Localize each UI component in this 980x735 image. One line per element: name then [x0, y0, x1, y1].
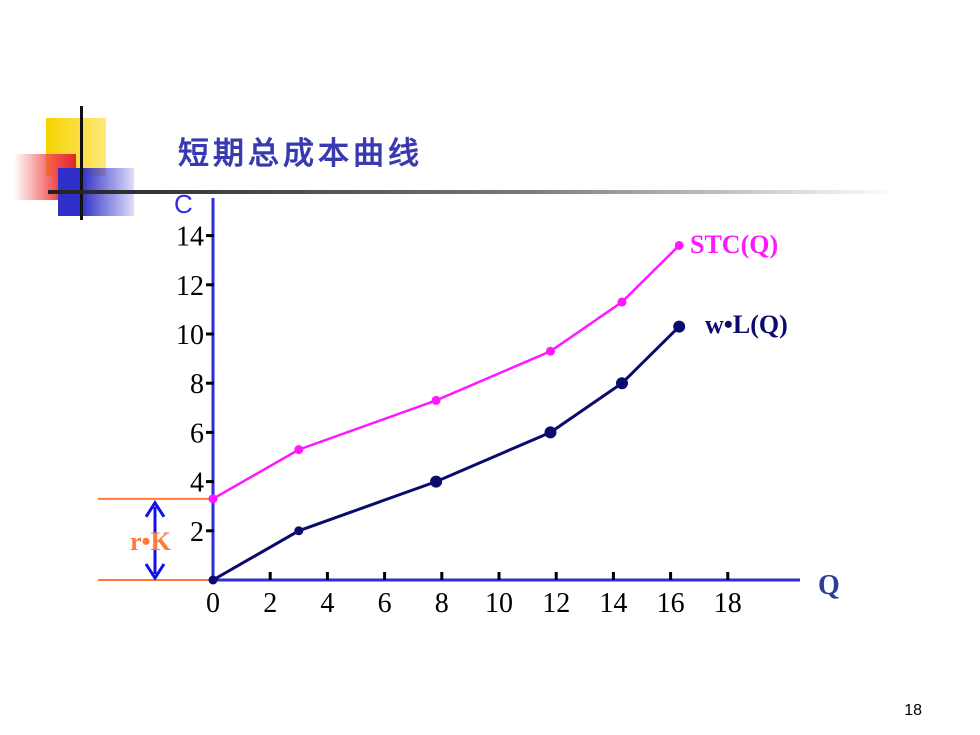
stc-legend-label: STC(Q) [690, 230, 778, 259]
y-axis-label: C [174, 189, 193, 219]
wl-point [208, 575, 218, 585]
rk-reference-lines [98, 497, 213, 581]
decor-vertical-line [80, 106, 83, 220]
rk-arrow-up-head [144, 500, 166, 518]
slide-title: 短期总成本曲线 [178, 136, 423, 172]
rk-label: r•K [130, 527, 172, 556]
x-tick-label: 6 [378, 588, 392, 619]
wl-point [673, 320, 686, 333]
y-tick-label: 6 [190, 418, 204, 449]
stc-point [674, 240, 684, 250]
x-tick-label: 12 [542, 588, 570, 619]
wl-point [294, 526, 304, 536]
y-tick-label: 10 [176, 320, 204, 351]
x-axis-label: Q [818, 570, 840, 601]
x-tick-label: 2 [263, 588, 277, 619]
chart-series: STC(Q) w•L(Q) [208, 230, 788, 585]
series-line-stc [212, 244, 681, 500]
chart-axes: C Q 2 4 6 8 10 12 14 0 2 4 6 8 10 12 14 16 18 [174, 189, 840, 619]
y-tick-label: 2 [190, 517, 204, 548]
x-tick-label: 0 [206, 588, 220, 619]
page-number: 18 [904, 702, 922, 719]
rk-annotation: r•K [130, 500, 172, 581]
stc-point [294, 445, 304, 455]
title-underline [48, 190, 898, 194]
y-tick-label: 12 [176, 271, 204, 302]
wl-point [615, 377, 628, 390]
stc-point [208, 494, 218, 504]
stc-point [545, 346, 555, 356]
series-line-wl [212, 325, 681, 582]
y-tick-label: 4 [190, 468, 204, 499]
y-tick-label: 14 [176, 222, 204, 253]
x-tick-label: 18 [714, 588, 742, 619]
wl-legend-label: w•L(Q) [705, 310, 788, 339]
stc-point [431, 395, 441, 405]
wl-point [430, 475, 443, 488]
stc-point [617, 297, 627, 307]
y-tick-label: 8 [190, 369, 204, 400]
wl-point [544, 426, 557, 439]
x-tick-label: 4 [320, 588, 334, 619]
x-tick-label: 8 [435, 588, 449, 619]
rk-arrow-down-head [144, 563, 166, 581]
x-tick-label: 10 [485, 588, 513, 619]
x-tick-label: 14 [599, 588, 627, 619]
x-tick-label: 16 [657, 588, 685, 619]
